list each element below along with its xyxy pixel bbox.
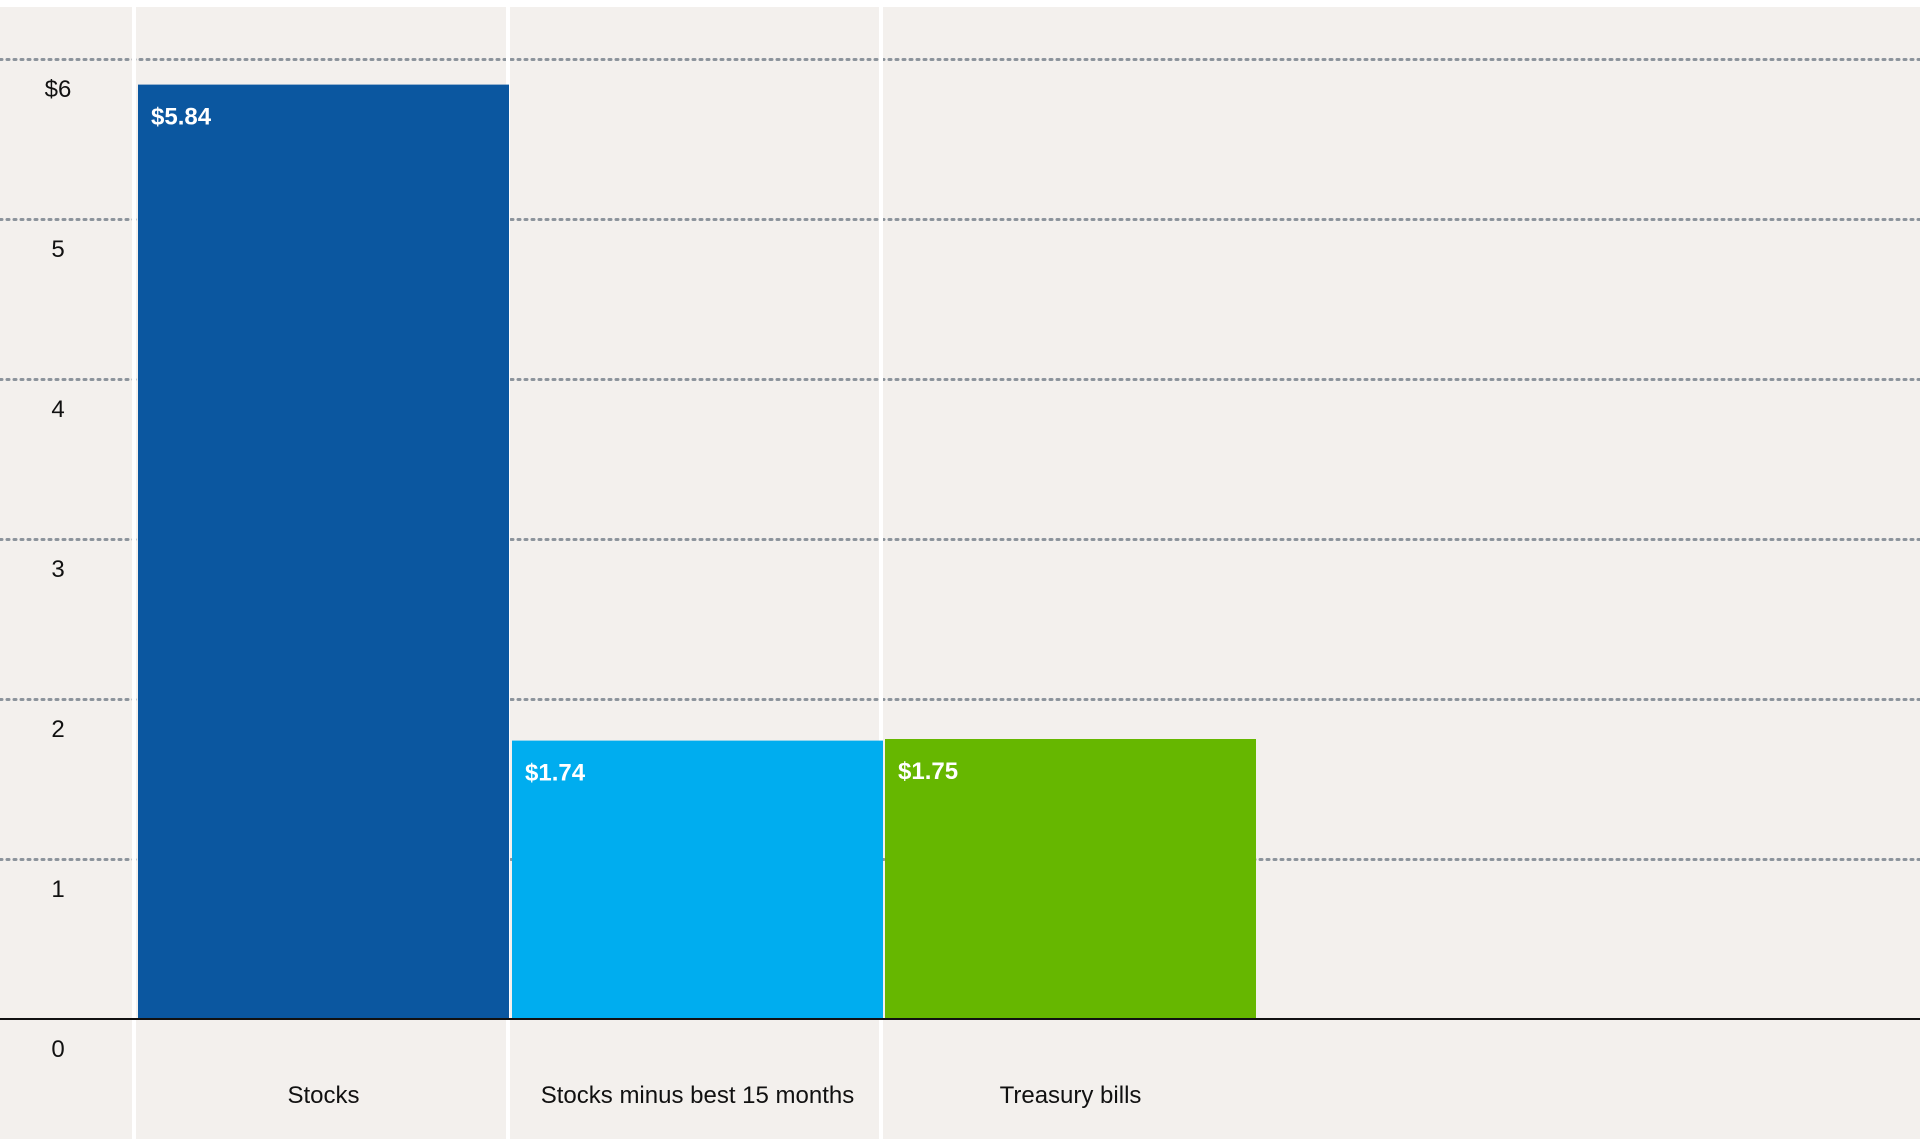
y-tick-label: 3 [51, 556, 64, 583]
bar-stocks-minus-best-15-months [512, 740, 883, 1019]
bar-treasury-bills [885, 739, 1256, 1019]
category-label: Stocks minus best 15 months [541, 1082, 854, 1109]
y-tick-label: $6 [45, 76, 72, 103]
value-label: $1.75 [898, 758, 958, 785]
category-label: Treasury bills [1000, 1082, 1142, 1109]
y-tick-label: 1 [51, 876, 64, 903]
category-label: Stocks [287, 1082, 359, 1109]
y-tick-label: 5 [51, 236, 64, 263]
y-tick-label: 4 [51, 396, 64, 423]
y-tick-label: 0 [51, 1036, 64, 1063]
column-divider [879, 7, 883, 1139]
value-label: $5.84 [151, 104, 212, 131]
bar-stocks [138, 84, 509, 1020]
y-tick-label: 2 [51, 716, 64, 743]
column-divider [132, 7, 136, 1139]
value-label: $1.74 [525, 760, 586, 787]
